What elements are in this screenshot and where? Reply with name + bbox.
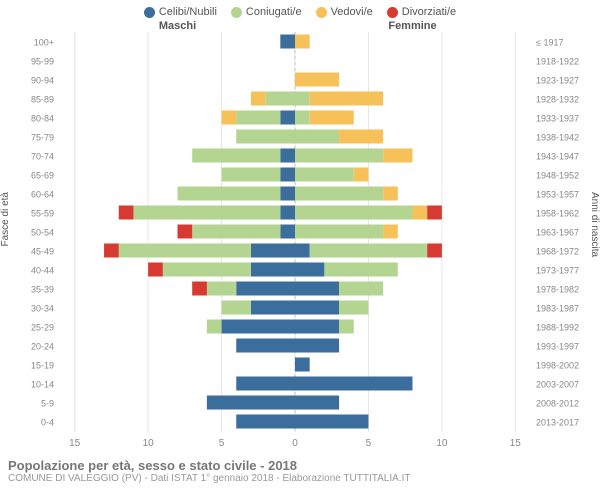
legend-item: Vedovi/e bbox=[316, 6, 373, 18]
svg-text:45-49: 45-49 bbox=[31, 247, 54, 257]
svg-text:80-84: 80-84 bbox=[31, 114, 54, 124]
svg-text:1933-1937: 1933-1937 bbox=[536, 114, 579, 124]
svg-text:100+: 100+ bbox=[34, 38, 54, 48]
svg-text:1993-1997: 1993-1997 bbox=[536, 342, 579, 352]
svg-text:0-4: 0-4 bbox=[41, 418, 54, 428]
legend-label: Celibi/Nubili bbox=[159, 6, 217, 18]
svg-text:≤ 1917: ≤ 1917 bbox=[536, 38, 563, 48]
svg-text:1973-1977: 1973-1977 bbox=[536, 266, 579, 276]
svg-text:2003-2007: 2003-2007 bbox=[536, 380, 579, 390]
svg-text:2013-2017: 2013-2017 bbox=[536, 418, 579, 428]
svg-text:15: 15 bbox=[69, 438, 81, 449]
legend-item: Celibi/Nubili bbox=[144, 6, 217, 18]
svg-text:1983-1987: 1983-1987 bbox=[536, 304, 579, 314]
legend: Celibi/Nubili Coniugati/e Vedovi/e Divorzia… bbox=[0, 0, 600, 20]
svg-text:75-79: 75-79 bbox=[31, 133, 54, 143]
svg-text:35-39: 35-39 bbox=[31, 285, 54, 295]
svg-text:30-34: 30-34 bbox=[31, 304, 54, 314]
svg-text:1928-1932: 1928-1932 bbox=[536, 95, 579, 105]
svg-text:1953-1957: 1953-1957 bbox=[536, 190, 579, 200]
footer: Popolazione per età, sesso e stato civil… bbox=[0, 456, 600, 484]
svg-text:70-74: 70-74 bbox=[31, 152, 54, 162]
svg-text:1918-1922: 1918-1922 bbox=[536, 57, 579, 67]
svg-text:5: 5 bbox=[219, 438, 225, 449]
svg-text:0: 0 bbox=[292, 438, 298, 449]
svg-text:1998-2002: 1998-2002 bbox=[536, 361, 579, 371]
y-axis-left-label: Fasce di età bbox=[0, 192, 11, 246]
svg-text:5-9: 5-9 bbox=[41, 399, 54, 409]
legend-label: Vedovi/e bbox=[331, 6, 373, 18]
svg-text:95-99: 95-99 bbox=[31, 57, 54, 67]
svg-text:90-94: 90-94 bbox=[31, 76, 54, 86]
header-female: Femmine bbox=[295, 20, 530, 32]
legend-swatch bbox=[316, 7, 327, 18]
svg-text:1968-1972: 1968-1972 bbox=[536, 247, 579, 257]
svg-text:15: 15 bbox=[510, 438, 522, 449]
svg-text:50-54: 50-54 bbox=[31, 228, 54, 238]
svg-text:1938-1942: 1938-1942 bbox=[536, 133, 579, 143]
legend-label: Divorziati/e bbox=[402, 6, 456, 18]
footer-subtitle: COMUNE DI VALEGGIO (PV) - Dati ISTAT 1° … bbox=[8, 473, 592, 484]
legend-label: Coniugati/e bbox=[246, 6, 302, 18]
svg-text:65-69: 65-69 bbox=[31, 171, 54, 181]
header-male: Maschi bbox=[60, 20, 295, 32]
y-axis-right-label: Anni di nascita bbox=[589, 192, 600, 257]
svg-text:1923-1927: 1923-1927 bbox=[536, 76, 579, 86]
chart-container: Fasce di età Anni di nascita 15105051015… bbox=[0, 32, 600, 456]
legend-swatch bbox=[387, 7, 398, 18]
svg-text:1958-1962: 1958-1962 bbox=[536, 209, 579, 219]
pyramid-chart: 15 10 5 0 5 10 15 100+ ≤ 1917 95-99 1918-1922 90-94… bbox=[0, 32, 600, 456]
svg-text:1978-1982: 1978-1982 bbox=[536, 285, 579, 295]
legend-item: Coniugati/e bbox=[231, 6, 302, 18]
svg-text:40-44: 40-44 bbox=[31, 266, 54, 276]
svg-text:1948-1952: 1948-1952 bbox=[536, 171, 579, 181]
legend-item: Divorziati/e bbox=[387, 6, 456, 18]
svg-text:55-59: 55-59 bbox=[31, 209, 54, 219]
svg-text:1988-1992: 1988-1992 bbox=[536, 323, 579, 333]
svg-text:10: 10 bbox=[143, 438, 155, 449]
svg-text:20-24: 20-24 bbox=[31, 342, 54, 352]
svg-text:15-19: 15-19 bbox=[31, 361, 54, 371]
svg-text:10-14: 10-14 bbox=[31, 380, 54, 390]
legend-swatch bbox=[144, 7, 155, 18]
svg-text:60-64: 60-64 bbox=[31, 190, 54, 200]
svg-text:25-29: 25-29 bbox=[31, 323, 54, 333]
svg-text:10: 10 bbox=[436, 438, 448, 449]
footer-title: Popolazione per età, sesso e stato civil… bbox=[8, 458, 592, 473]
svg-text:2008-2012: 2008-2012 bbox=[536, 399, 579, 409]
gender-headers: Maschi Femmine bbox=[0, 20, 600, 32]
svg-text:5: 5 bbox=[366, 438, 372, 449]
legend-swatch bbox=[231, 7, 242, 18]
svg-text:1963-1967: 1963-1967 bbox=[536, 228, 579, 238]
svg-text:1943-1947: 1943-1947 bbox=[536, 152, 579, 162]
svg-text:85-89: 85-89 bbox=[31, 95, 54, 105]
